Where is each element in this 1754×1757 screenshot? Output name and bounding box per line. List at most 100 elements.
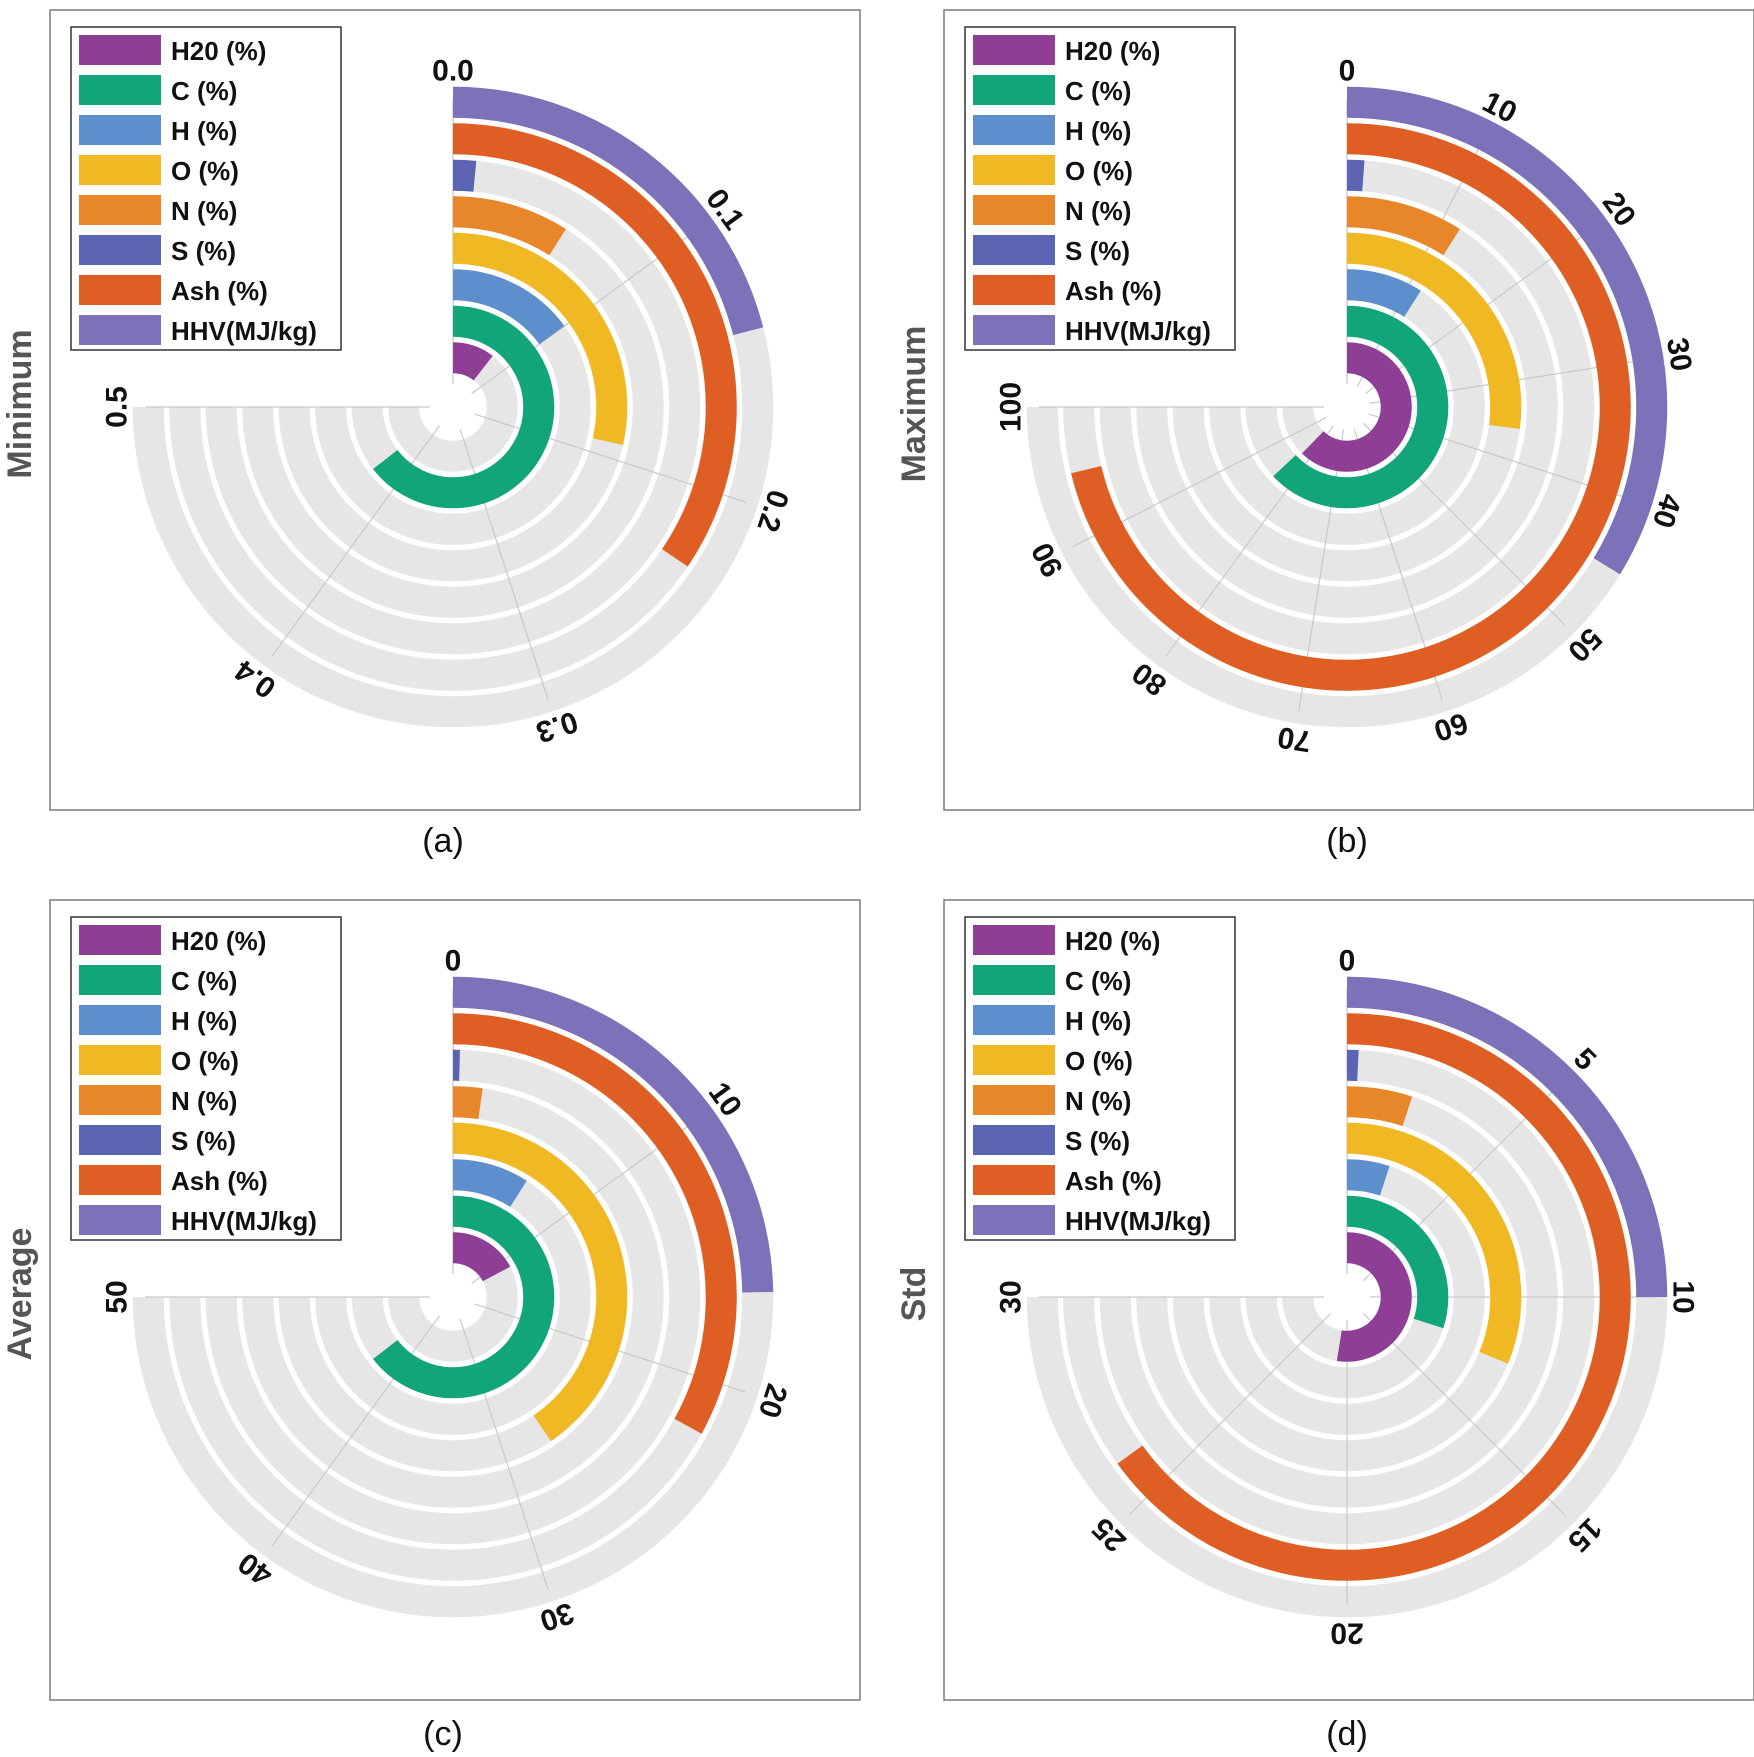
legend-label-ash: Ash (%) bbox=[1065, 1166, 1162, 1196]
bar-h bbox=[1346, 269, 1421, 318]
legend-label-s: S (%) bbox=[1065, 236, 1130, 266]
tick-label: 10 bbox=[1667, 1280, 1700, 1313]
legend-label-o: O (%) bbox=[1065, 1046, 1133, 1076]
legend-swatch-h20 bbox=[973, 925, 1055, 955]
legend-label-c: C (%) bbox=[171, 76, 237, 106]
legend-swatch-c bbox=[973, 75, 1055, 105]
bar-o bbox=[1346, 1122, 1522, 1364]
legend-swatch-s bbox=[79, 235, 161, 265]
legend-label-c: C (%) bbox=[1065, 966, 1131, 996]
y-axis-label: Maximum bbox=[895, 326, 933, 483]
legend-label-n: N (%) bbox=[1065, 1086, 1131, 1116]
legend-swatch-h20 bbox=[79, 35, 161, 65]
tick-label: 30 bbox=[1660, 335, 1698, 373]
legend-swatch-h bbox=[79, 1005, 161, 1035]
legend-swatch-o bbox=[973, 1045, 1055, 1075]
legend: H20 (%) C (%) H (%) O (%) N (%) S (%) Ash (%) H… bbox=[964, 916, 1236, 1241]
legend-label-hhv-mj-kg: HHV(MJ/kg) bbox=[1065, 1206, 1211, 1236]
bar-o bbox=[452, 1122, 628, 1442]
bar-c bbox=[1346, 1195, 1449, 1329]
bar-n bbox=[1346, 1086, 1413, 1127]
legend-swatch-h20 bbox=[973, 35, 1055, 65]
panel-caption: (d) bbox=[1326, 1715, 1368, 1753]
legend-label-c: C (%) bbox=[1065, 76, 1131, 106]
tick-label: 50 bbox=[101, 1280, 134, 1313]
legend-label-n: N (%) bbox=[171, 196, 237, 226]
panel-caption: (c) bbox=[423, 1715, 463, 1753]
legend-swatch-c bbox=[79, 75, 161, 105]
bar-n bbox=[452, 196, 566, 256]
legend-label-hhv-mj-kg: HHV(MJ/kg) bbox=[1065, 316, 1211, 346]
legend-label-ash: Ash (%) bbox=[171, 276, 268, 306]
legend-swatch-s bbox=[973, 1125, 1055, 1155]
track-n bbox=[242, 196, 664, 618]
legend-label-o: O (%) bbox=[171, 1046, 239, 1076]
tick-label: 0.0 bbox=[432, 55, 474, 88]
legend: H20 (%) C (%) H (%) O (%) N (%) S (%) Ash (%) H… bbox=[70, 26, 342, 351]
track-n bbox=[242, 1086, 664, 1508]
tick-label: 30 bbox=[995, 1280, 1028, 1313]
bar-h20 bbox=[452, 1232, 511, 1282]
legend-swatch-ash bbox=[79, 275, 161, 305]
legend-swatch-s bbox=[973, 235, 1055, 265]
legend-label-h: H (%) bbox=[171, 1006, 237, 1036]
legend-swatch-ash bbox=[973, 1165, 1055, 1195]
tick-label: 0 bbox=[1339, 55, 1356, 88]
bar-hhv-mj-kg bbox=[1346, 86, 1668, 575]
legend-label-o: O (%) bbox=[171, 156, 239, 186]
legend-swatch-hhv-mj-kg bbox=[79, 1205, 161, 1235]
legend-label-s: S (%) bbox=[171, 1126, 236, 1156]
legend-label-n: N (%) bbox=[171, 1086, 237, 1116]
legend-label-h20: H20 (%) bbox=[171, 926, 266, 956]
legend-label-c: C (%) bbox=[171, 966, 237, 996]
tick-label: 0 bbox=[1339, 945, 1356, 978]
panel-frame bbox=[943, 9, 1754, 811]
bar-h bbox=[452, 269, 565, 345]
legend-swatch-ash bbox=[973, 275, 1055, 305]
bar-ash bbox=[1071, 123, 1631, 691]
legend-label-h20: H20 (%) bbox=[1065, 926, 1160, 956]
legend-swatch-n bbox=[973, 195, 1055, 225]
y-axis-label: Minimum bbox=[1, 329, 39, 478]
legend-swatch-n bbox=[79, 1085, 161, 1115]
bar-h bbox=[1346, 1159, 1390, 1196]
bar-o bbox=[452, 232, 628, 445]
panel-caption: (b) bbox=[1326, 822, 1368, 860]
legend-label-n: N (%) bbox=[1065, 196, 1131, 226]
y-axis-label: Std bbox=[895, 1267, 933, 1322]
legend-swatch-hhv-mj-kg bbox=[973, 315, 1055, 345]
legend-swatch-h20 bbox=[79, 925, 161, 955]
track-s bbox=[205, 1049, 701, 1545]
legend-swatch-h bbox=[973, 115, 1055, 145]
bar-hhv-mj-kg bbox=[452, 86, 764, 336]
bar-s bbox=[452, 159, 477, 192]
legend-label-s: S (%) bbox=[1065, 1126, 1130, 1156]
y-axis-label: Average bbox=[1, 1228, 39, 1361]
legend-label-ash: Ash (%) bbox=[171, 1166, 268, 1196]
legend-swatch-h bbox=[79, 115, 161, 145]
legend-swatch-hhv-mj-kg bbox=[973, 1205, 1055, 1235]
legend-label-o: O (%) bbox=[1065, 156, 1133, 186]
tick-label: 0 bbox=[445, 945, 462, 978]
legend-swatch-hhv-mj-kg bbox=[79, 315, 161, 345]
panel-frame bbox=[49, 9, 861, 811]
legend-label-hhv-mj-kg: HHV(MJ/kg) bbox=[171, 316, 317, 346]
bar-h20 bbox=[1336, 1232, 1412, 1362]
bar-s bbox=[1346, 159, 1365, 192]
track-s bbox=[205, 159, 701, 655]
bar-n bbox=[452, 1086, 483, 1120]
legend-swatch-o bbox=[79, 155, 161, 185]
bar-h bbox=[452, 1159, 527, 1208]
bar-ash bbox=[452, 1013, 737, 1434]
legend-swatch-o bbox=[79, 1045, 161, 1075]
legend-label-h: H (%) bbox=[1065, 116, 1131, 146]
legend-label-h: H (%) bbox=[171, 116, 237, 146]
tick-label: 20 bbox=[1330, 1617, 1363, 1650]
bar-h20 bbox=[452, 342, 493, 381]
legend: H20 (%) C (%) H (%) O (%) N (%) S (%) Ash (%) H… bbox=[964, 26, 1236, 351]
tick-label: 100 bbox=[995, 382, 1028, 432]
